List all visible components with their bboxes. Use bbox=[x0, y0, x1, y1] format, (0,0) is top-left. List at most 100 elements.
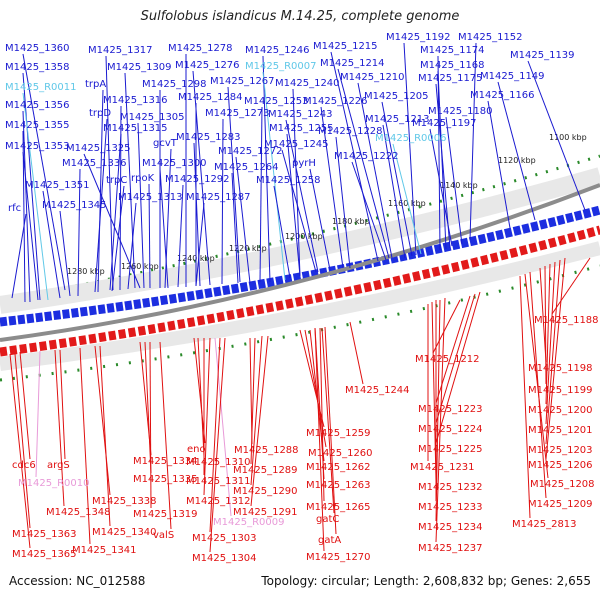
reverse-gene-label: M1425_1208 bbox=[530, 479, 595, 490]
forward-leader-line bbox=[320, 106, 344, 269]
reverse-leader-line bbox=[435, 295, 471, 404]
forward-gene-label: M1425_1313 bbox=[118, 192, 183, 203]
forward-feature-band bbox=[0, 167, 600, 314]
forward-leader-line bbox=[193, 142, 201, 287]
reverse-leader-line bbox=[524, 273, 549, 479]
forward-gene-label: M1425_1168 bbox=[420, 60, 485, 71]
forward-leader-line bbox=[221, 118, 224, 285]
forward-leader-line bbox=[164, 148, 172, 289]
scale-tick-label: 1220 kbp bbox=[229, 244, 267, 253]
forward-gene-band bbox=[0, 205, 600, 327]
forward-leader-line bbox=[527, 60, 586, 211]
reverse-gene-label: gatC bbox=[316, 514, 339, 525]
reverse-leader-line bbox=[94, 345, 111, 496]
reverse-gene-label: M1425_1224 bbox=[418, 424, 483, 435]
reverse-gene-label: M1425_R0010 bbox=[18, 478, 89, 489]
forward-gene-label: M1425_1226 bbox=[303, 96, 368, 107]
reverse-gene-label: M1425_1262 bbox=[306, 462, 371, 473]
reverse-leader-line bbox=[59, 349, 66, 460]
forward-gene-label: M1425_1336 bbox=[62, 158, 127, 169]
scale-tick-label: 1280 kbp bbox=[67, 267, 105, 276]
reverse-gene-label: M1425_1199 bbox=[528, 385, 593, 396]
reverse-leader-line bbox=[545, 259, 561, 445]
reverse-gene-label: M1425_1270 bbox=[306, 552, 371, 563]
forward-leader-line bbox=[97, 89, 104, 293]
forward-gene-label: M1425_R0006 bbox=[375, 133, 446, 144]
reverse-gene-label: M1425_1341 bbox=[72, 545, 137, 556]
forward-leader-line bbox=[94, 118, 108, 293]
forward-gene-label: M1425_R0007 bbox=[245, 61, 316, 72]
forward-gene-label: M1425_1175 bbox=[418, 73, 483, 84]
reverse-leader-line bbox=[250, 337, 256, 465]
reverse-gene-label: M1425_1233 bbox=[418, 502, 483, 513]
reverse-leader-line bbox=[144, 341, 152, 474]
reverse-leader-line bbox=[214, 337, 232, 517]
forward-leader-line bbox=[109, 133, 122, 291]
scale-tick-label: 1260 kbp bbox=[121, 262, 159, 271]
reverse-leader-line bbox=[545, 257, 566, 460]
reverse-gene-label: M1425_1188 bbox=[534, 315, 599, 326]
reverse-leader-line bbox=[249, 337, 253, 445]
reverse-leader-line bbox=[314, 327, 325, 552]
reverse-leader-line bbox=[14, 353, 31, 529]
forward-leader-line bbox=[445, 116, 463, 245]
reverse-leader-line bbox=[79, 347, 91, 545]
forward-gene-label: M1425_1166 bbox=[470, 90, 535, 101]
reverse-leader-line bbox=[349, 321, 364, 385]
reverse-gene-label: M1425_1209 bbox=[528, 499, 593, 510]
reverse-leader-line bbox=[519, 275, 531, 519]
reverse-gene-label: M1425_1223 bbox=[418, 404, 483, 415]
reverse-gene-label: M1425_1244 bbox=[345, 385, 410, 396]
forward-gene-label: M1425_1246 bbox=[245, 45, 310, 56]
reverse-gene-label: M1425_1201 bbox=[528, 425, 593, 436]
outer-tick-track-upper bbox=[0, 154, 600, 302]
topology-label: Topology: circular; Length: 2,608,832 bp… bbox=[261, 574, 591, 588]
forward-gene-label: gcvT bbox=[153, 138, 178, 149]
forward-gene-label: pyrH bbox=[292, 158, 316, 169]
forward-gene-label: M1425_1316 bbox=[103, 95, 168, 106]
forward-leader-line bbox=[403, 42, 417, 256]
reverse-gene-label: M1425_1303 bbox=[192, 533, 257, 544]
forward-leader-line bbox=[381, 101, 413, 257]
forward-gene-label: M1425_1215 bbox=[313, 41, 378, 52]
reverse-leader-line bbox=[209, 337, 221, 533]
forward-leader-line bbox=[22, 92, 49, 301]
forward-leader-line bbox=[335, 136, 351, 269]
forward-gene-label: M1425_1292 bbox=[165, 174, 230, 185]
forward-leader-line bbox=[195, 202, 205, 287]
scale-tick-label: 1200 kbp bbox=[285, 232, 323, 241]
scale-tick-label: 1100 kbp bbox=[549, 133, 587, 142]
forward-leader-line bbox=[77, 168, 81, 297]
forward-leader-line bbox=[59, 210, 71, 297]
reverse-leader-line bbox=[539, 267, 547, 363]
forward-gene-label: M1425_1149 bbox=[480, 71, 545, 82]
forward-leader-line bbox=[469, 42, 477, 241]
reverse-leader-line bbox=[544, 265, 547, 385]
reverse-leader-line bbox=[99, 345, 111, 527]
reverse-leader-line bbox=[203, 337, 211, 496]
reverse-gene-label: M1425_1203 bbox=[528, 445, 593, 456]
forward-leader-line bbox=[285, 119, 319, 273]
forward-gene-label: M1425_1228 bbox=[318, 126, 383, 137]
reverse-leader-line bbox=[435, 291, 481, 444]
reverse-gene-labels: M1425_1188 M1425_1212 M1425_1198 M1425_1244… bbox=[12, 315, 599, 564]
forward-gene-label: M1425_1283 bbox=[176, 132, 241, 143]
forward-leader-line bbox=[22, 110, 31, 303]
forward-gene-label: M1425_1353 bbox=[5, 141, 70, 152]
genome-backbone bbox=[0, 183, 600, 342]
reverse-gene-label: M1425_1290 bbox=[233, 486, 298, 497]
scale-tick-label: 1180 kbp bbox=[332, 217, 370, 226]
reverse-leader-line bbox=[250, 335, 269, 507]
reverse-leader-line bbox=[159, 341, 172, 530]
reverse-gene-label: valS bbox=[153, 530, 174, 541]
forward-leader-line bbox=[11, 213, 27, 299]
forward-leader-line bbox=[111, 185, 125, 292]
reverse-gene-label: M1425_1237 bbox=[418, 543, 483, 554]
forward-gene-label: M1425_1243 bbox=[268, 109, 333, 120]
forward-gene-label: M1425_1213 bbox=[365, 114, 430, 125]
forward-gene-label: M1425_1253 bbox=[244, 96, 309, 107]
forward-leader-line bbox=[286, 133, 301, 277]
scale-tick-label: 1160 kbp bbox=[388, 199, 426, 208]
forward-gene-label: M1425_1205 bbox=[364, 91, 429, 102]
